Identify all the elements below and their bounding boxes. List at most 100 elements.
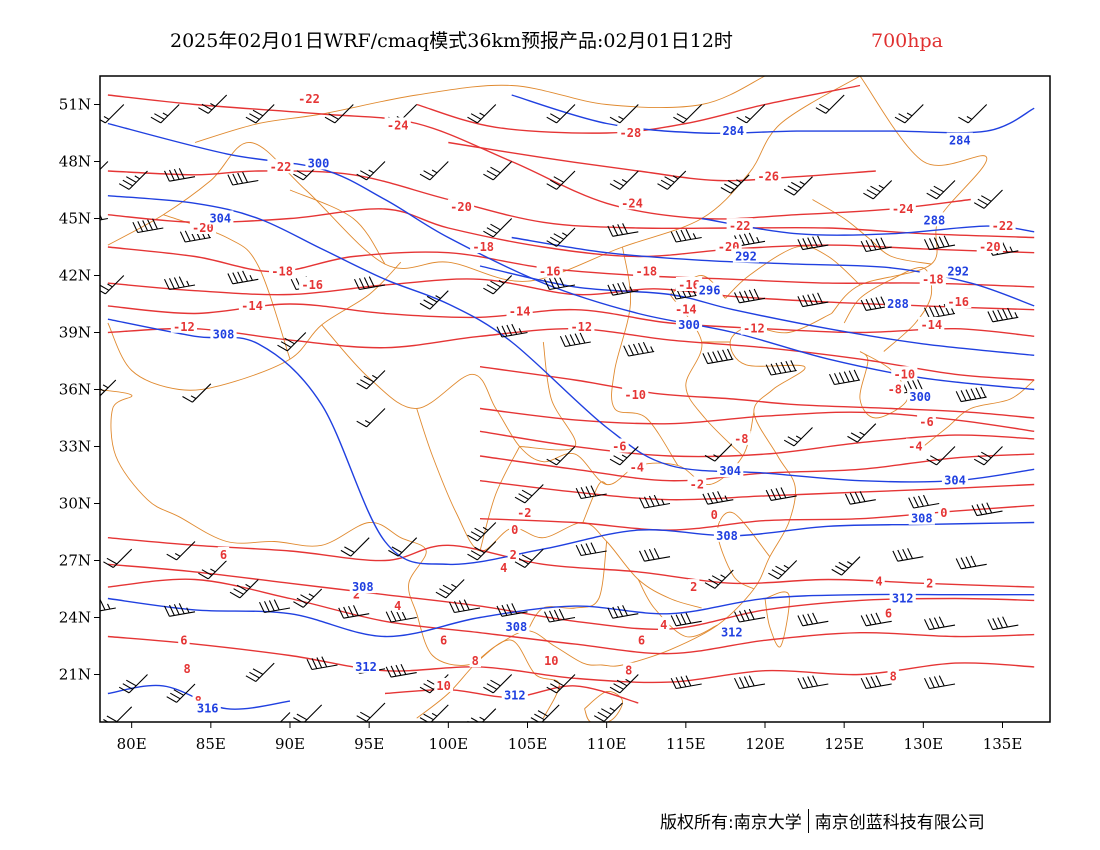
temperature-contour-label-bg [536,263,563,278]
wind-barb-line [514,484,544,504]
wind-barb-line [467,104,497,124]
wind-barb-line [324,104,354,124]
wind-barb [419,704,449,722]
wind-barb [720,174,750,194]
temperature-contour-label-bg [675,277,703,291]
wind-barb [100,599,116,612]
wind-barb [609,674,639,694]
wind-barb [736,104,766,124]
temperature-contour-label-bg [434,677,453,692]
temperature-contour-label: -16 [947,295,969,309]
temperature-contour-label: 0 [711,508,718,522]
wind-barb-line [132,218,164,234]
wind-barb [783,427,813,447]
wind-barb-line [182,383,212,403]
wind-barb [673,104,703,124]
wind-barb-line [797,292,829,308]
wind-barb-line [229,579,259,599]
footer: 版权所有:南京大学 南京创蓝科技有限公司 [660,808,985,833]
temperature-contour-label-bg [178,632,190,647]
wind-barb-line [670,285,702,300]
wind-barb [245,104,275,124]
boundary-line [519,341,577,451]
wind-barb [639,494,671,509]
temperature-contour-label-bg [470,239,497,253]
wind-barb [356,408,386,428]
temperature-contour-label-bg [181,660,193,675]
wind-barb [955,555,987,570]
y-tick-label: 33N [59,438,91,456]
boundary-line [725,245,861,299]
pressure-level-label: 700hpa [871,30,943,52]
height-contour-label-bg [889,590,916,605]
wind-barb-line [514,548,544,568]
wind-barb [449,599,481,614]
temperature-contour-label: -12 [570,320,592,334]
wind-barb [639,548,671,562]
temperature-contour-label-bg [687,476,707,491]
wind-barb [670,675,702,690]
boundary-line [611,246,679,466]
height-contour-label: 312 [355,660,377,674]
temperature-contour-label: -8 [734,432,748,446]
temperature-contour-label: 8 [625,664,632,678]
wind-barb [797,612,829,627]
wind-barb-line [863,180,893,200]
wind-barb-line [973,446,1003,466]
height-contour-label-bg [720,123,747,138]
wind-barb-line [829,369,861,386]
wind-barb [924,303,956,319]
wind-barb-line [293,704,323,722]
wind-barb-line [259,599,291,614]
temperature-contour-label: -12 [173,320,195,334]
height-contour-label-bg [717,463,744,478]
wind-barb [198,94,228,114]
wind-barb [797,292,829,308]
y-tick-label: 30N [59,495,91,513]
title-group: 2025年02月01日WRF/cmaq模式36km预报产品:02月01日12时 … [170,30,943,52]
wind-barb-line [720,174,750,194]
height-contour-line [511,94,1035,135]
temperature-contour-label: 2 [353,588,360,602]
wind-barb-line [306,656,338,671]
height-contour-label-bg [352,658,380,673]
temperature-contour-label: 10 [544,654,558,668]
y-tick-label: 39N [59,324,91,342]
temperature-contour-label: 8 [472,654,479,668]
wind-barb [987,307,1019,323]
temperature-contour-label: -10 [893,367,915,381]
wind-barb-line [639,548,671,562]
wind-barb [496,603,528,617]
temperature-contour-label: -8 [888,383,902,397]
temperature-contour-label-bg [514,505,534,519]
height-contour-label-bg [713,527,741,542]
temperature-contour-label-bg [945,294,972,309]
wind-barb-line [768,560,798,580]
wind-barb-line [118,170,148,190]
height-contour-label: 288 [924,213,946,227]
temperature-contour-label-bg [688,579,700,594]
temperature-contour-label-bg [740,320,767,335]
boundary-line [107,76,861,282]
wind-barb-line [860,296,892,311]
height-contour-label-bg [210,326,237,341]
wind-barb [546,104,576,124]
x-tick-label: 110E [587,735,627,753]
wind-barb-line [734,288,766,304]
y-tick-label: 48N [59,153,91,171]
wind-barb [227,171,259,186]
wind-barb [166,683,196,703]
wind-barb [924,235,956,251]
height-contour-label: 312 [892,592,914,606]
temperature-contour-label-bg [627,459,647,474]
wind-barb-line [546,674,576,694]
x-tick-label: 120E [745,735,785,753]
temperature-contour-label: -22 [729,219,751,233]
wind-barb [229,579,259,599]
height-contour-label: 308 [911,512,933,526]
temperature-contour-label-bg [938,505,950,519]
temperature-contour-label: 2 [510,548,517,562]
boundary-line [764,591,790,648]
wind-barb-line [575,485,607,500]
wind-barb [340,537,370,557]
